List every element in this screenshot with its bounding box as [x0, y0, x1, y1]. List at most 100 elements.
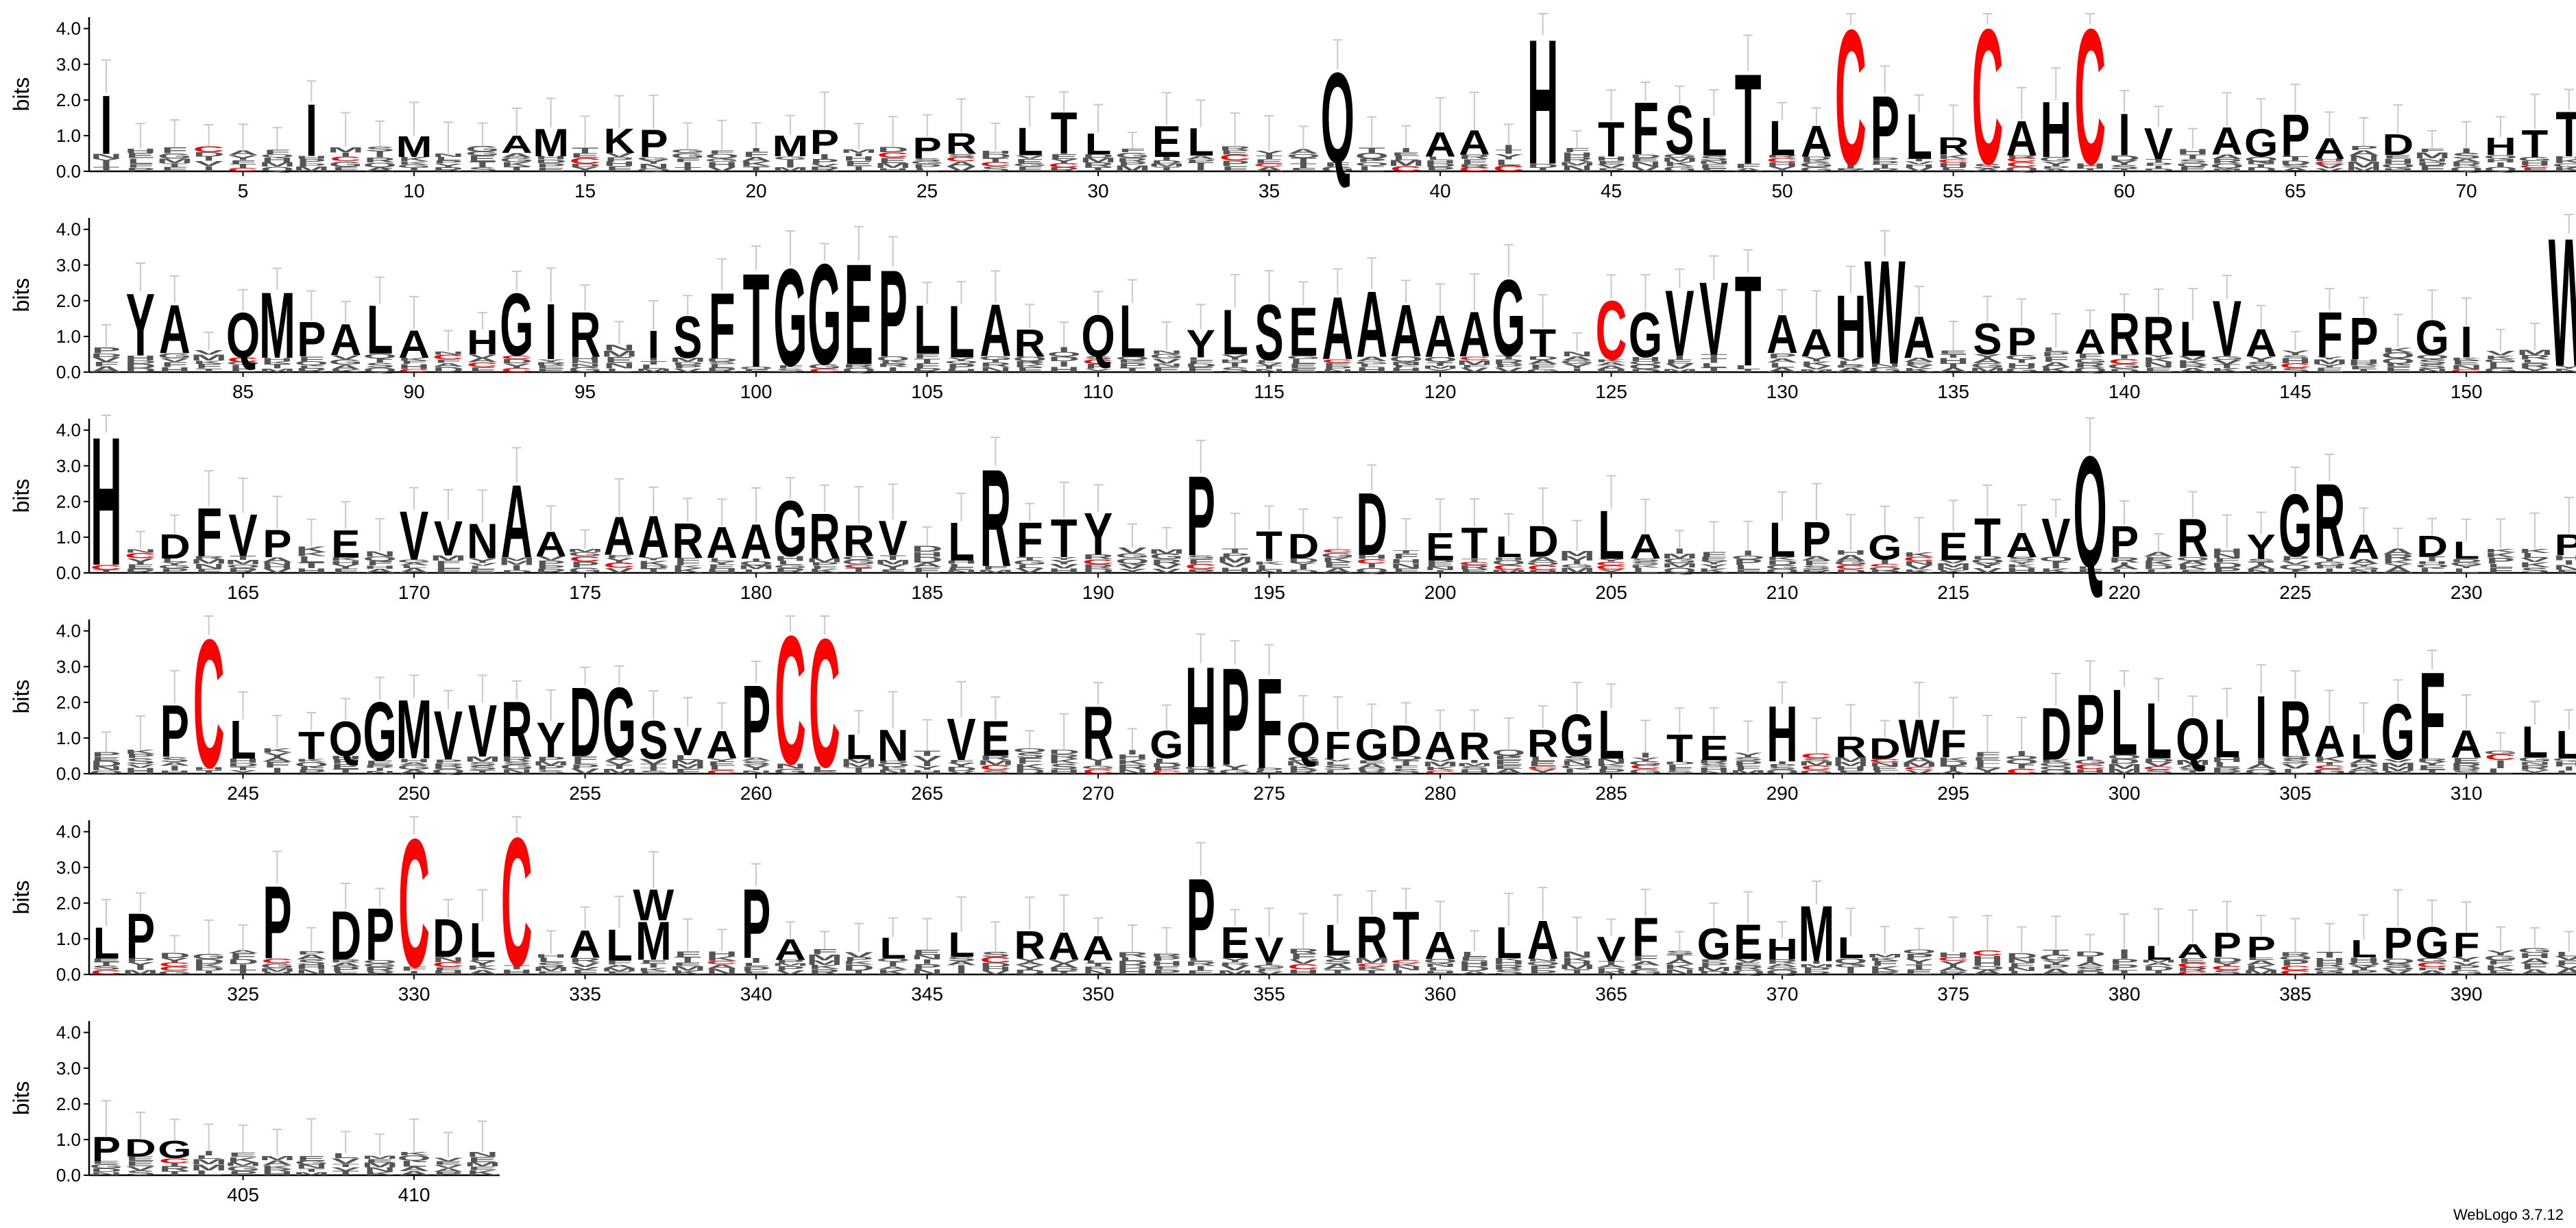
residue-letter: H	[1424, 159, 1456, 164]
residue-letter: F	[914, 362, 940, 370]
residue-letter: T	[298, 561, 325, 569]
residue-letter: C	[433, 354, 464, 361]
residue-letter: A	[946, 160, 977, 168]
residue-letter: S	[2418, 358, 2446, 365]
residue-letter: R	[535, 361, 567, 366]
residue-letter: P	[297, 162, 326, 167]
residue-letter: Y	[947, 356, 975, 362]
residue-letter: I	[2494, 759, 2507, 765]
residue-letter: I	[853, 770, 865, 774]
residue-letter: Y	[947, 761, 975, 768]
residue-letter: T	[640, 360, 667, 366]
residue-letter: K	[1596, 359, 1628, 363]
logo-column: NYW	[2549, 201, 2576, 406]
residue-letter: H	[1904, 164, 1935, 168]
residue-letter: G	[1321, 165, 1354, 173]
residue-letter: V	[1426, 759, 1455, 763]
residue-letter: H	[1527, 569, 1559, 574]
residue-letter: C	[1493, 164, 1524, 173]
residue-letter: S	[1699, 763, 1728, 768]
residue-letter: P	[126, 167, 155, 173]
residue-letter: R	[980, 754, 1011, 761]
residue-letter: P	[1802, 512, 1831, 567]
residue-letter: K	[193, 963, 225, 968]
residue-letter: P	[2041, 350, 2070, 358]
residue-letter: N	[2519, 761, 2551, 766]
residue-letter: C	[1459, 356, 1490, 362]
residue-letter: R	[1766, 155, 1798, 159]
residue-letter: M	[293, 165, 330, 173]
residue-letter: Q	[739, 366, 773, 370]
residue-letter: Q	[1321, 46, 1354, 190]
residue-letter: K	[1801, 159, 1832, 163]
residue-letter: S	[1973, 314, 2002, 364]
residue-letter: P	[263, 521, 291, 566]
residue-letter: P	[912, 132, 941, 165]
residue-letter: M	[533, 760, 569, 766]
residue-letter: T	[1495, 149, 1522, 156]
residue-letter: N	[2143, 360, 2174, 369]
residue-letter: L	[2146, 687, 2172, 776]
residue-letter: K	[672, 565, 703, 569]
residue-letter: I	[2084, 756, 2096, 761]
y-tick-label: 3.0	[56, 255, 81, 275]
residue-letter: M	[533, 120, 569, 164]
residue-letter: I	[2563, 765, 2575, 772]
residue-letter: A	[1835, 553, 1867, 562]
residue-letter: F	[1735, 569, 1762, 574]
residue-letter: R	[2177, 364, 2209, 369]
residue-letter: P	[912, 163, 941, 170]
x-tick-label: 205	[1595, 582, 1627, 603]
residue-letter: S	[365, 361, 394, 369]
residue-letter: T	[1153, 165, 1180, 173]
residue-letter: G	[2073, 759, 2106, 765]
residue-letter: D	[125, 367, 156, 373]
residue-letter: P	[1357, 770, 1386, 774]
residue-letter: A	[295, 953, 327, 961]
residue-letter: N	[775, 762, 806, 770]
residue-letter: F	[879, 569, 906, 574]
residue-letter: H	[295, 964, 327, 970]
residue-letter: G	[1663, 557, 1697, 565]
residue-letter: M	[191, 353, 227, 362]
residue-letter: S	[707, 360, 736, 365]
residue-letter: N	[1151, 349, 1182, 355]
residue-letter: Y	[2315, 356, 2344, 360]
residue-letter: V	[1460, 367, 1489, 373]
residue-letter: M	[977, 569, 1014, 574]
residue-letter: Y	[263, 751, 291, 759]
x-tick-label: 170	[398, 582, 430, 603]
residue-letter: Q	[2279, 563, 2312, 572]
residue-letter: S	[981, 769, 1010, 774]
residue-letter: T	[2179, 154, 2206, 160]
residue-letter: Q	[1389, 755, 1422, 761]
residue-letter: Y	[2452, 565, 2481, 569]
residue-letter: S	[947, 154, 975, 158]
residue-letter: M	[2380, 761, 2416, 768]
residue-letter: A	[1493, 768, 1524, 775]
residue-letter: L	[2453, 567, 2480, 574]
residue-letter: T	[1256, 523, 1283, 567]
residue-letter: G	[2483, 358, 2517, 363]
residue-letter: V	[400, 498, 428, 575]
residue-letter: L	[845, 728, 872, 767]
residue-letter: I	[1503, 143, 1515, 151]
residue-letter: V	[1904, 364, 1933, 369]
residue-letter: H	[535, 953, 567, 959]
residue-letter: Q	[363, 555, 396, 562]
residue-letter: Y	[2315, 554, 2344, 563]
residue-letter: C	[2280, 362, 2311, 369]
residue-letter: F	[2179, 569, 2206, 574]
